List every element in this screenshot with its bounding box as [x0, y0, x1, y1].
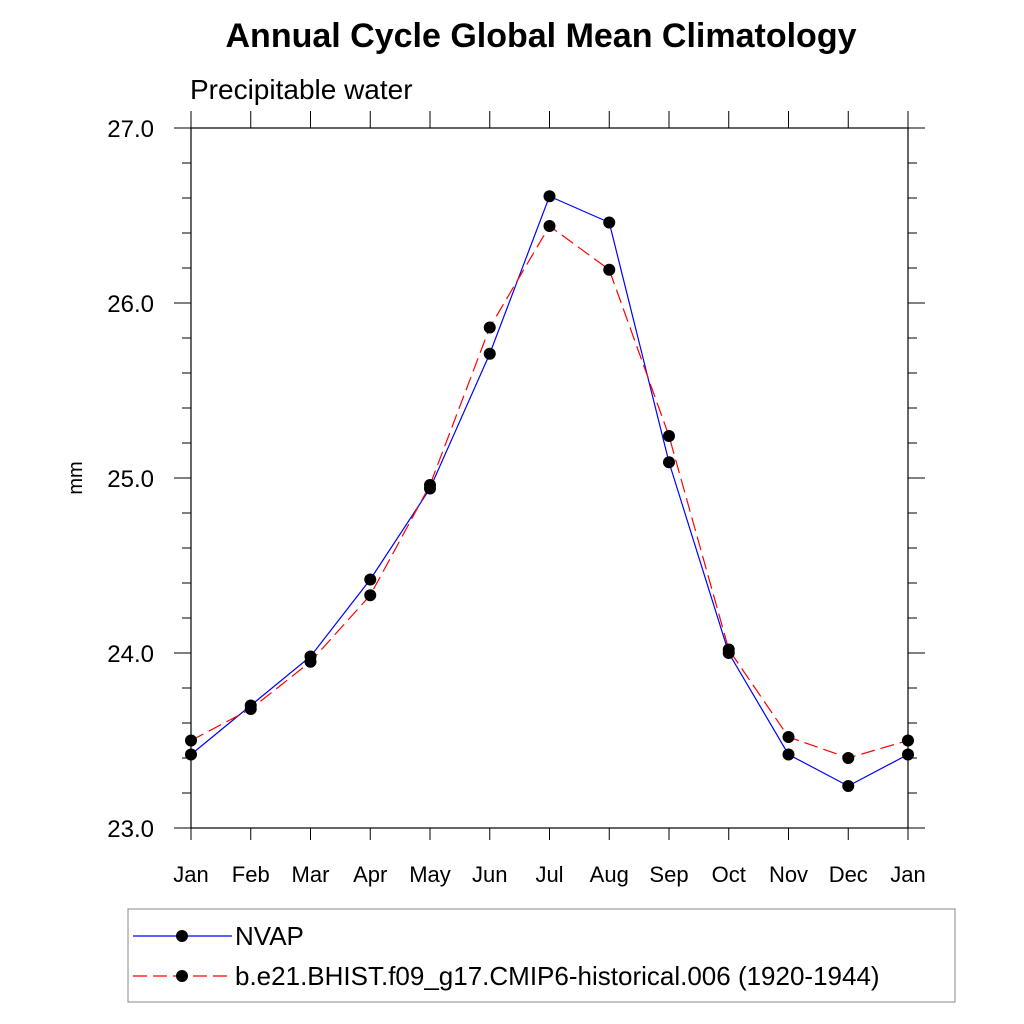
data-point-1: [483, 347, 496, 360]
data-point-2: [543, 220, 556, 232]
data-point-2: [842, 752, 855, 764]
x-tick-label: Aug: [590, 862, 629, 887]
y-tick-label: 27.0: [107, 116, 154, 143]
data-point-2: [364, 589, 377, 602]
data-point-2: [902, 734, 914, 747]
series-line-1: [190, 195, 909, 787]
x-tick-label: Sep: [649, 862, 688, 887]
x-tick-label: Jan: [890, 862, 925, 887]
x-tick-label: Jul: [535, 862, 563, 887]
legend-label-1: NVAP: [235, 921, 304, 951]
x-tick-label: Dec: [829, 862, 868, 887]
x-tick-label: Apr: [353, 862, 387, 887]
legend-marker-1: [176, 930, 188, 942]
data-point-1: [842, 780, 855, 792]
legend-box: [127, 908, 956, 1003]
plot-frame: [190, 127, 909, 829]
y-tick-label: 25.0: [107, 466, 154, 493]
y-tick-label: 23.0: [107, 816, 154, 843]
legend-marker-2: [176, 970, 188, 982]
data-point-1: [782, 748, 795, 761]
data-point-1: [603, 216, 616, 229]
x-tick-label: Jan: [173, 862, 208, 887]
data-point-2: [244, 703, 257, 715]
x-tick-label: May: [409, 862, 451, 887]
data-point-2: [782, 731, 795, 743]
legend: NVAP b.e21.BHIST.f09_g17.CMIP6-historical…: [133, 921, 880, 991]
data-point-2: [603, 263, 616, 276]
y-tick-label: 24.0: [107, 641, 154, 668]
chart-title: Annual Cycle Global Mean Climatology: [226, 17, 857, 55]
chart-subtitle: Precipitable water: [190, 74, 413, 105]
data-point-2: [185, 734, 197, 747]
y-tick-labels: 23.0 24.0 25.0 26.0 27.0: [107, 116, 154, 843]
x-tick-label: Jun: [472, 862, 507, 887]
data-point-2: [304, 655, 317, 668]
data-point-1: [185, 748, 197, 761]
x-tick-label: Feb: [232, 862, 270, 887]
x-tick-label: Oct: [712, 862, 746, 887]
x-tick-label: Nov: [769, 862, 808, 887]
y-tick-label: 26.0: [107, 291, 154, 318]
data-point-1: [663, 456, 675, 469]
series-line-2: [190, 225, 909, 759]
data-series: [185, 190, 914, 792]
x-tick-labels: Jan Feb Mar Apr May Jun Jul Aug Sep Oct Nov Dec Jan: [173, 862, 925, 887]
data-point-2: [483, 321, 496, 334]
data-point-2: [663, 430, 675, 442]
data-point-1: [543, 190, 556, 203]
data-point-2: [424, 479, 436, 491]
data-point-2: [722, 643, 735, 656]
y-axis-label: mm: [65, 461, 87, 494]
data-point-1: [364, 573, 377, 586]
data-point-1: [902, 748, 914, 761]
legend-label-2: b.e21.BHIST.f09_g17.CMIP6-historical.006…: [235, 961, 880, 991]
x-tick-label: Mar: [292, 862, 330, 887]
